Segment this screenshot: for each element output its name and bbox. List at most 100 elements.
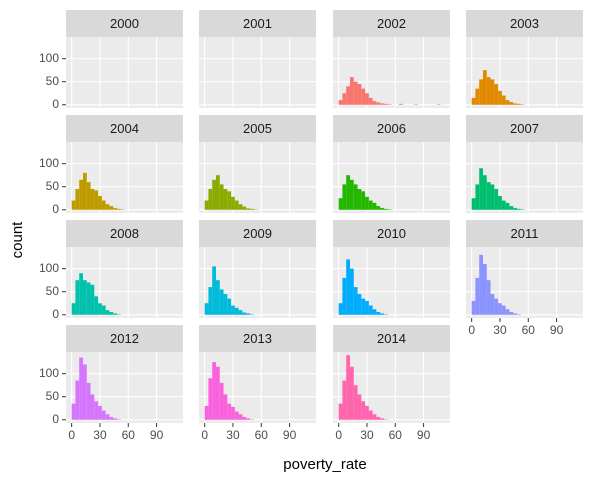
bar (212, 362, 216, 420)
bar (71, 303, 76, 315)
bar (86, 382, 91, 420)
bar (238, 310, 243, 315)
bar (513, 207, 517, 210)
strip (199, 220, 316, 247)
y-tick-label: 50 (46, 74, 60, 88)
bar (79, 179, 83, 210)
bar (98, 303, 102, 315)
bar (219, 382, 224, 420)
bar (486, 77, 491, 105)
strip-label: 2007 (510, 121, 539, 136)
bar (98, 195, 102, 210)
x-tick-label: 30 (226, 428, 240, 442)
bar (357, 84, 362, 105)
bar (342, 184, 347, 210)
bar (90, 394, 95, 420)
bar (368, 97, 373, 105)
y-tick-label: 100 (39, 51, 59, 65)
bar (486, 182, 491, 210)
strip (466, 220, 583, 247)
bar (227, 403, 232, 420)
bar (246, 418, 250, 420)
bar (223, 189, 228, 210)
x-tick-label: 30 (360, 428, 374, 442)
bar (365, 196, 369, 210)
strip-label: 2010 (377, 226, 406, 241)
bar (475, 277, 480, 315)
strip-label: 2011 (511, 226, 539, 241)
bar (223, 294, 228, 315)
x-tick-label: 30 (493, 323, 507, 337)
bar (494, 84, 499, 105)
bar (82, 280, 87, 315)
bar (498, 195, 502, 210)
bar (383, 103, 388, 105)
bar (338, 403, 343, 420)
bar (479, 254, 483, 315)
bar (368, 410, 373, 420)
bar (372, 202, 377, 210)
bar (490, 184, 495, 210)
x-tick-label: 90 (417, 428, 431, 442)
strip (66, 115, 183, 142)
bar (479, 168, 483, 210)
bar (505, 100, 510, 105)
strip-label: 2012 (110, 331, 139, 346)
strip (66, 325, 183, 352)
bar (361, 401, 366, 420)
strip-label: 2014 (377, 331, 406, 346)
bar (475, 88, 480, 105)
bar (505, 202, 510, 210)
bar (86, 282, 91, 315)
y-tick-label: 50 (46, 179, 60, 193)
x-tick-label: 0 (201, 428, 208, 442)
bar (353, 184, 358, 210)
y-tick-label: 100 (39, 261, 59, 275)
strip-label: 2001 (243, 16, 272, 31)
strip-label: 2013 (243, 331, 272, 346)
bar (498, 303, 502, 315)
bar (338, 303, 343, 315)
bar (204, 303, 209, 315)
x-tick-label: 0 (335, 428, 342, 442)
strip (199, 325, 316, 352)
bar (380, 103, 384, 105)
panel-background (199, 37, 316, 108)
x-tick-label: 60 (522, 323, 536, 337)
bar (101, 200, 106, 210)
y-tick-label: 0 (52, 202, 59, 216)
bar (516, 103, 521, 105)
bar (353, 385, 358, 420)
x-tick-label: 0 (468, 323, 475, 337)
strip-label: 2000 (110, 16, 139, 31)
x-tick-label: 90 (150, 428, 164, 442)
strip-label: 2006 (377, 121, 406, 136)
strip (333, 220, 450, 247)
y-axis-title: count (9, 221, 26, 259)
x-tick-label: 60 (255, 428, 269, 442)
bar (71, 403, 76, 420)
bar (246, 208, 250, 210)
y-tick-label: 0 (52, 97, 59, 111)
bar (208, 287, 213, 315)
bar (365, 300, 369, 315)
bar (349, 179, 354, 210)
bar (82, 172, 87, 210)
bar (505, 309, 510, 315)
bar (471, 300, 476, 315)
bar (494, 298, 499, 315)
bar (513, 103, 517, 105)
y-tick-label: 0 (52, 307, 59, 321)
bar (94, 296, 99, 315)
strip (333, 10, 450, 37)
bar (342, 277, 347, 315)
bar (368, 200, 373, 210)
bar (82, 364, 87, 420)
x-tick-label: 60 (389, 428, 403, 442)
bar (231, 196, 235, 210)
bar (361, 88, 366, 105)
bar (234, 307, 239, 315)
bar (231, 406, 235, 420)
bar (215, 280, 220, 315)
bar (349, 77, 354, 105)
